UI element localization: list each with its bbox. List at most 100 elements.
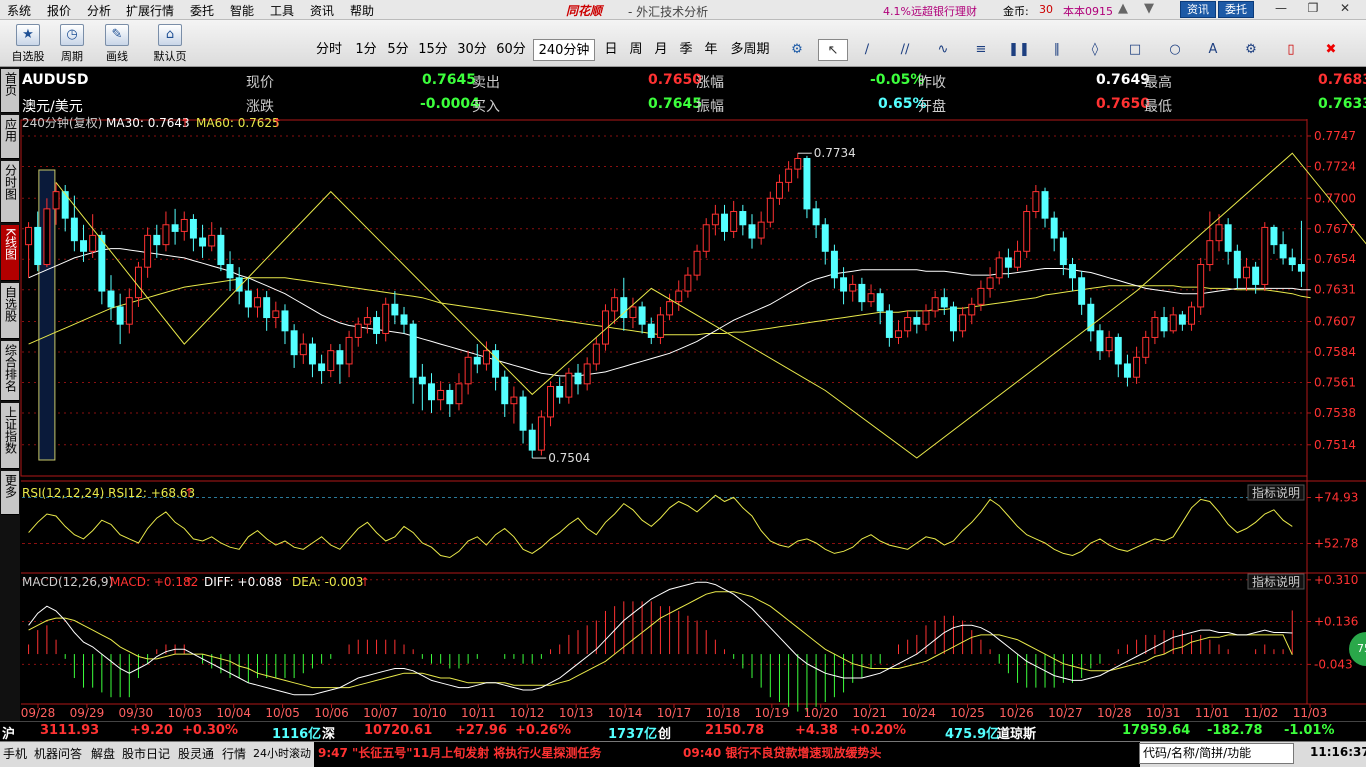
bars-tool-icon[interactable]: ❚❚ (1008, 42, 1030, 57)
eraser-tool-icon[interactable]: ▯ (1287, 42, 1295, 57)
candle (867, 293, 875, 303)
period-multi[interactable]: 多周期 (730, 42, 770, 57)
tab-analysis[interactable]: 解盘 (91, 747, 116, 761)
period-intraday[interactable]: 分时 (315, 42, 342, 57)
rsi-help-button: 指标说明 (1252, 485, 1300, 500)
minimize-icon[interactable]: — (1275, 1, 1287, 15)
tab-robot-qa[interactable]: 机器问答 (34, 747, 83, 761)
tab-market[interactable]: 行情 (222, 747, 247, 761)
gann-tool-icon[interactable]: ◊ (1091, 42, 1099, 57)
candle (1197, 264, 1205, 308)
news-item-1[interactable]: 9:47 "长征五号"11月上旬发射 将执行火星探测任务 (318, 746, 602, 760)
default-page-button[interactable]: ⌂ 默认页 (150, 22, 190, 64)
candle (107, 290, 115, 308)
bell-icon[interactable]: ▲ (1118, 1, 1128, 16)
candle (812, 208, 820, 226)
close-icon[interactable]: ✕ (1339, 1, 1351, 15)
tab-home[interactable]: 首页 (1, 69, 19, 113)
candle (1014, 250, 1022, 268)
candle (1041, 191, 1049, 219)
candle (547, 385, 555, 418)
tab-mobile[interactable]: 手机 (3, 747, 28, 761)
news-button[interactable]: 资讯 (1180, 1, 1216, 18)
candle (949, 306, 957, 332)
candle (629, 306, 637, 319)
menu-extended[interactable]: 扩展行情 (126, 4, 175, 18)
y-tick-label: 0.7584 (1314, 345, 1356, 359)
delete-tool-icon[interactable]: ✖ (1325, 42, 1337, 57)
fib-tool-icon[interactable]: ≡ (975, 42, 987, 57)
line-tool-icon[interactable]: ∕ (864, 42, 870, 57)
period-week[interactable]: 周 (629, 42, 643, 57)
default-page-label: 默认页 (153, 50, 187, 63)
y-tick-label: 0.7514 (1314, 438, 1356, 452)
account-name[interactable]: 本本0915 (1063, 5, 1113, 18)
menu-news[interactable]: 资讯 (310, 4, 335, 18)
period-year[interactable]: 年 (704, 42, 718, 57)
trade-button[interactable]: 委托 (1218, 1, 1254, 18)
y-tick-label: 0.7631 (1314, 283, 1356, 297)
channel-tool-icon[interactable]: ∥ (1053, 42, 1061, 57)
period-month[interactable]: 月 (654, 42, 668, 57)
menu-tools[interactable]: 工具 (270, 4, 295, 18)
period-5min[interactable]: 5分 (387, 42, 409, 57)
candle (757, 221, 765, 239)
menu-help[interactable]: 帮助 (350, 4, 375, 18)
promo-link[interactable]: 4.1%远超银行理财 (883, 5, 977, 18)
menu-system[interactable]: 系统 (7, 4, 32, 18)
candle (959, 314, 967, 332)
gear-icon[interactable]: ⚙ (791, 42, 803, 57)
period-30min[interactable]: 30分 (457, 42, 487, 57)
tab-watchlist-label: 自选股 (3, 286, 18, 322)
kline-chart[interactable]: 0.7747 0.7724 0.7700 0.7677 0.7654 0.7631 0.76… (20, 0, 1366, 721)
y-tick-label: 0.7538 (1314, 406, 1356, 420)
tab-watchlist[interactable]: 自选股 (1, 283, 19, 339)
menu-analysis[interactable]: 分析 (87, 4, 112, 18)
tab-diary[interactable]: 股市日记 (122, 747, 171, 761)
tab-shindex[interactable]: 上证指数 (1, 403, 19, 469)
x-tick-label: 10/13 (559, 706, 594, 720)
period-day[interactable]: 日 (604, 42, 618, 57)
tab-lingtong[interactable]: 股灵通 (178, 747, 215, 761)
cursor-icon[interactable]: ↖ (818, 39, 848, 61)
x-tick-label: 10/17 (657, 706, 692, 720)
search-input[interactable]: 代码/名称/简拼/功能 (1139, 743, 1294, 764)
draw-label: 画线 (106, 50, 128, 63)
parallel-tool-icon[interactable]: ∕∕ (900, 42, 910, 57)
tab-home-label: 首页 (3, 72, 18, 96)
candle (611, 297, 619, 312)
score-badge[interactable]: 75 (1349, 632, 1366, 666)
period-quarter[interactable]: 季 (679, 42, 693, 57)
menu-order[interactable]: 委托 (190, 4, 215, 18)
wave-tool-icon[interactable]: ∿ (937, 42, 949, 57)
period-240min[interactable]: 240分钟 (533, 39, 595, 61)
rect-tool-icon[interactable]: □ (1128, 42, 1142, 57)
menu-quote[interactable]: 报价 (47, 4, 72, 18)
tab-intraday[interactable]: 分时图 (1, 161, 19, 223)
period-1min[interactable]: 1分 (355, 42, 377, 57)
news-item-2[interactable]: 09:40 银行不良贷款增速现放缓势头 (683, 746, 882, 760)
candle (986, 277, 994, 289)
x-tick-label: 10/26 (999, 706, 1034, 720)
news-ticker[interactable]: 9:47 "长征五号"11月上旬发射 将执行火星探测任务 09:40 银行不良贷… (314, 742, 1140, 767)
shirt-icon[interactable]: ▼ (1144, 1, 1154, 16)
settings-tool-icon[interactable]: ⚙ (1245, 42, 1257, 57)
tab-24h[interactable]: 24小时滚动 (253, 747, 311, 760)
text-tool-icon[interactable]: A (1208, 42, 1218, 57)
period-15min[interactable]: 15分 (418, 42, 448, 57)
period-button[interactable]: ◷ 周期 (52, 22, 92, 64)
draw-button[interactable]: ✎ 画线 (97, 22, 137, 64)
macd-value-legend: MACD: +0.182 (110, 575, 198, 589)
watchlist-button[interactable]: ★ 自选股 (8, 22, 48, 64)
macd-legend: MACD(12,26,9) (22, 575, 113, 589)
tab-more[interactable]: 更多 (1, 471, 19, 515)
ellipse-tool-icon[interactable]: ○ (1169, 42, 1181, 57)
candle (922, 310, 930, 325)
tab-apps[interactable]: 应用 (1, 115, 19, 159)
symbol-code: AUDUSD (22, 72, 89, 88)
restore-icon[interactable]: ❐ (1307, 1, 1319, 15)
menu-smart[interactable]: 智能 (230, 4, 255, 18)
tab-kline[interactable]: K线图 (1, 225, 19, 281)
tab-ranking[interactable]: 综合排名 (1, 341, 19, 401)
period-60min[interactable]: 60分 (496, 42, 526, 57)
